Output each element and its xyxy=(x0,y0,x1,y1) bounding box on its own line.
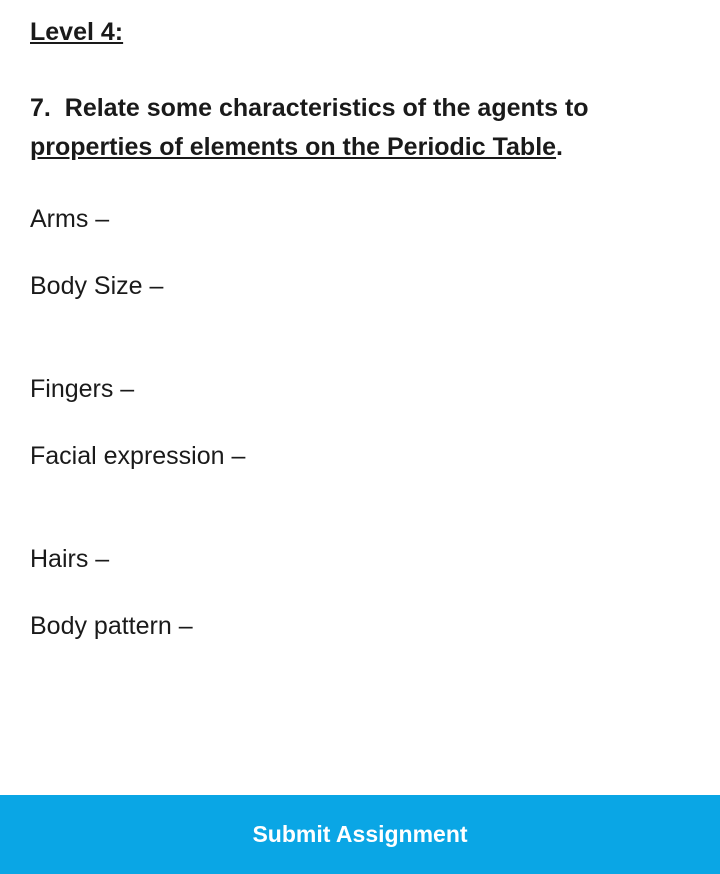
list-item: Hairs – xyxy=(30,545,690,574)
list-item: Body Size – xyxy=(30,272,690,301)
question-underlined: properties of elements on the Periodic T… xyxy=(30,133,556,161)
list-item: Facial expression – xyxy=(30,442,690,471)
list-item: Arms – xyxy=(30,205,690,234)
question-prefix: Relate some characteristics of the agent… xyxy=(65,94,589,122)
assignment-page: Level 4: 7. Relate some characteristics … xyxy=(0,0,720,874)
question-text: 7. Relate some characteristics of the ag… xyxy=(30,89,690,167)
question-suffix: . xyxy=(556,133,563,161)
list-item: Body pattern – xyxy=(30,612,690,641)
spacer xyxy=(30,339,690,375)
question-number: 7. xyxy=(30,94,51,122)
list-item: Fingers – xyxy=(30,375,690,404)
content-area: Level 4: 7. Relate some characteristics … xyxy=(0,0,720,795)
submit-assignment-button[interactable]: Submit Assignment xyxy=(0,795,720,874)
spacer xyxy=(30,509,690,545)
level-heading: Level 4: xyxy=(30,18,690,47)
